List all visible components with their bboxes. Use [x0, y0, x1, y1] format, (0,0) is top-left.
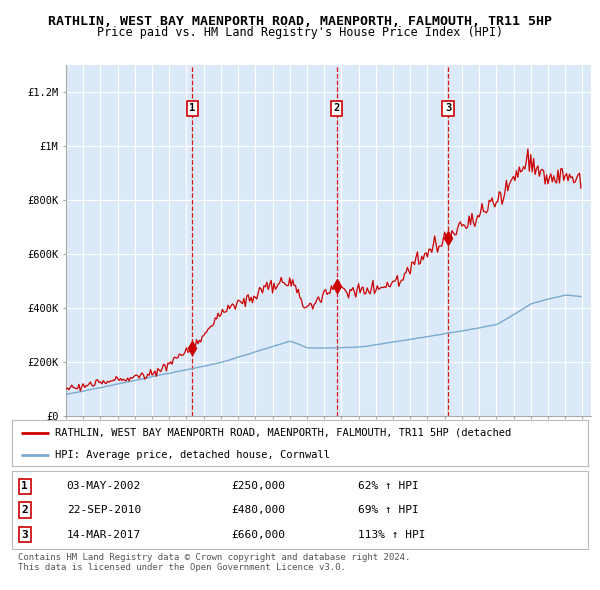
- Text: 62% ↑ HPI: 62% ↑ HPI: [358, 481, 418, 491]
- Text: 3: 3: [445, 103, 451, 113]
- Text: HPI: Average price, detached house, Cornwall: HPI: Average price, detached house, Corn…: [55, 450, 330, 460]
- Text: 22-SEP-2010: 22-SEP-2010: [67, 505, 141, 514]
- Text: £250,000: £250,000: [231, 481, 285, 491]
- Text: Price paid vs. HM Land Registry's House Price Index (HPI): Price paid vs. HM Land Registry's House …: [97, 26, 503, 39]
- Text: 03-MAY-2002: 03-MAY-2002: [67, 481, 141, 491]
- Text: 14-MAR-2017: 14-MAR-2017: [67, 530, 141, 540]
- Text: £480,000: £480,000: [231, 505, 285, 514]
- Text: 2: 2: [334, 103, 340, 113]
- Text: RATHLIN, WEST BAY MAENPORTH ROAD, MAENPORTH, FALMOUTH, TR11 5HP (detached: RATHLIN, WEST BAY MAENPORTH ROAD, MAENPO…: [55, 428, 511, 438]
- Text: 113% ↑ HPI: 113% ↑ HPI: [358, 530, 425, 540]
- Text: 3: 3: [21, 530, 28, 540]
- Text: 69% ↑ HPI: 69% ↑ HPI: [358, 505, 418, 514]
- Text: Contains HM Land Registry data © Crown copyright and database right 2024.
This d: Contains HM Land Registry data © Crown c…: [18, 553, 410, 572]
- Text: RATHLIN, WEST BAY MAENPORTH ROAD, MAENPORTH, FALMOUTH, TR11 5HP: RATHLIN, WEST BAY MAENPORTH ROAD, MAENPO…: [48, 15, 552, 28]
- Text: £660,000: £660,000: [231, 530, 285, 540]
- Text: 2: 2: [21, 505, 28, 514]
- Text: 1: 1: [189, 103, 196, 113]
- Text: 1: 1: [21, 481, 28, 491]
